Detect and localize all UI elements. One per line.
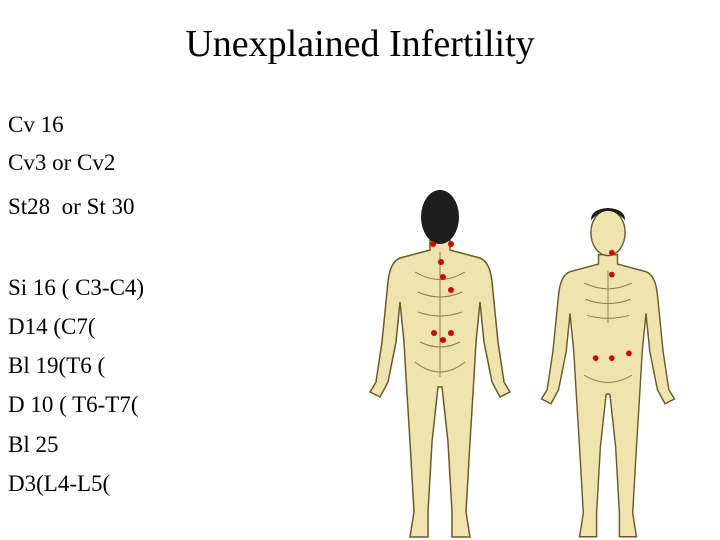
text-line: Cv 16 — [8, 112, 64, 137]
text-line: Cv3 or Cv2 — [8, 150, 116, 175]
text-line: Si 16 ( C3-C4) — [8, 275, 145, 300]
front-figure — [540, 208, 676, 538]
text-line: Bl 25 — [8, 432, 59, 457]
text-line: D14 (C7( — [8, 314, 96, 339]
slide-title: Unexplained Infertility — [185, 23, 535, 65]
text-line: D3(L4-L5( — [8, 471, 111, 496]
text-line: St28 or St 30 — [8, 194, 135, 219]
text-line: Bl 19(T6 ( — [8, 353, 106, 378]
text-line: D 10 ( T6-T7( — [8, 392, 139, 417]
back-figure — [369, 190, 511, 538]
